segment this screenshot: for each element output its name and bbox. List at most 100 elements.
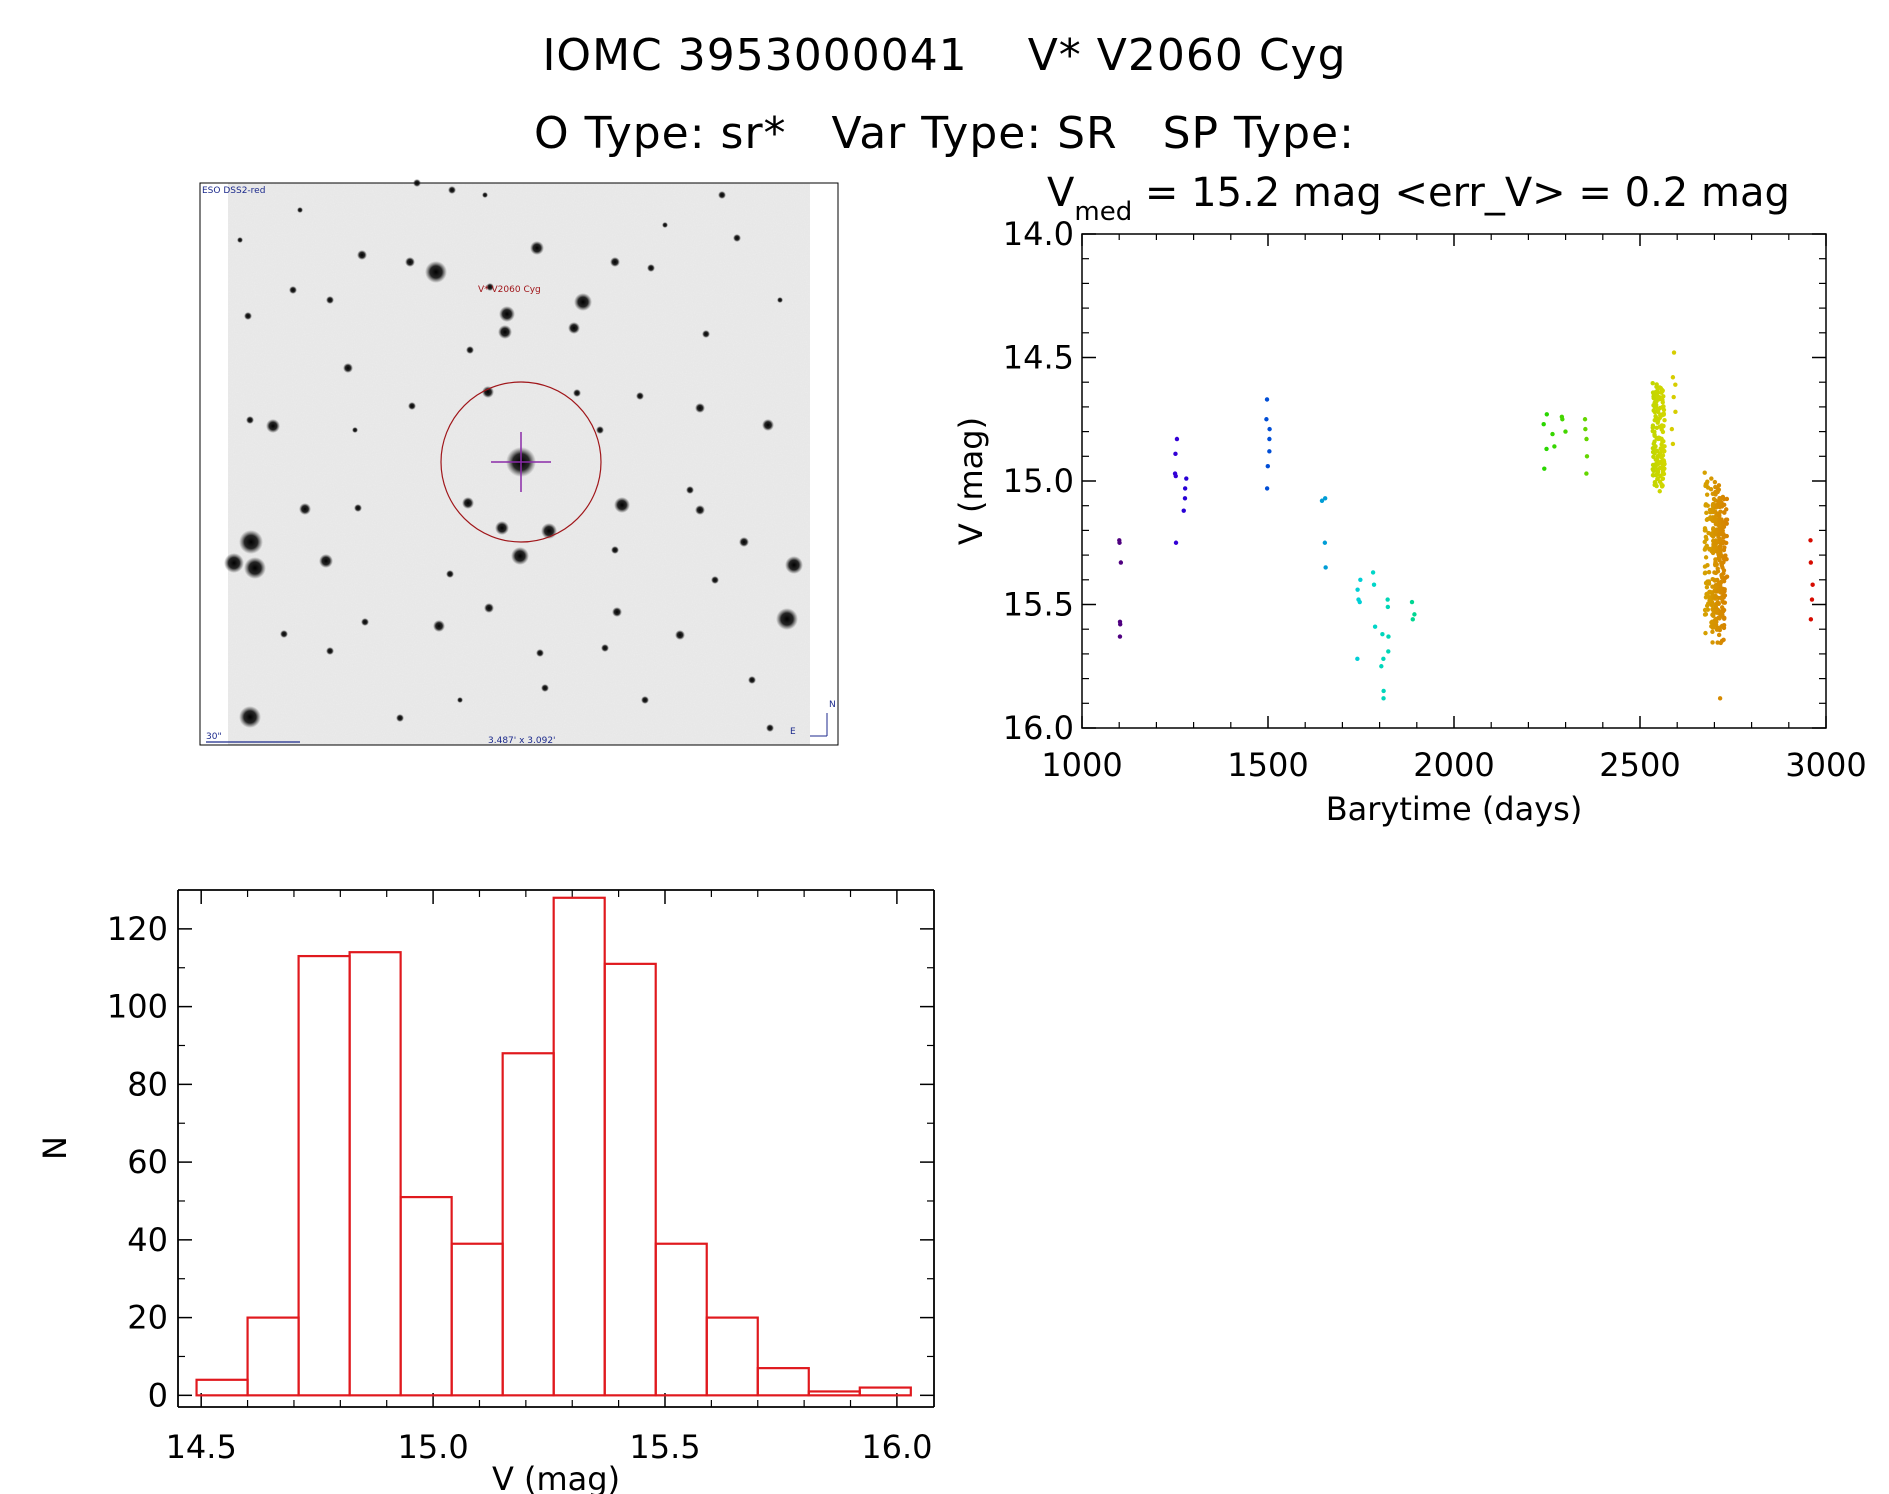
- lc-point-541: [1719, 561, 1725, 566]
- star-48: [601, 644, 609, 652]
- star-61: [596, 426, 604, 434]
- star-18: [462, 497, 474, 509]
- hist-ytick-label-5: 100: [107, 988, 168, 1026]
- star-55: [733, 234, 741, 242]
- var-type: Var Type: SR: [831, 108, 1118, 159]
- lc-point-543: [1722, 600, 1728, 605]
- star-57: [541, 684, 549, 692]
- lc-point-380: [1710, 501, 1716, 507]
- hist-bar-4: [399, 1195, 453, 1397]
- star-69: [457, 697, 463, 703]
- lc-point-54: [1563, 429, 1568, 434]
- lc-point-139: [1651, 395, 1656, 401]
- star-44: [446, 570, 454, 578]
- lc-point-27: [1355, 587, 1360, 592]
- star-71: [711, 576, 719, 584]
- lc-point-32: [1371, 582, 1377, 587]
- lc-point-183: [1661, 411, 1666, 416]
- lc-point-57: [1584, 436, 1589, 442]
- lc-point-558: [1808, 538, 1813, 543]
- light-curve-chart: Vmed = 15.2 mag <err_V> = 0.2 mag 1000 15…: [952, 170, 1867, 828]
- lc-point-4: [1118, 622, 1123, 627]
- lc-point-301: [1707, 597, 1712, 603]
- hist-ticks: 14.5 15.0 15.5 16.0 0 20 40 60 80 100 120: [107, 890, 934, 1466]
- lc-xtick-label-1: 1500: [1227, 746, 1308, 784]
- star-38: [448, 186, 456, 194]
- star-33: [612, 607, 622, 617]
- lc-point-34: [1380, 631, 1385, 637]
- lc-point-95: [1650, 380, 1655, 386]
- lc-point-214: [1660, 467, 1666, 472]
- star-63: [662, 222, 668, 228]
- star-21: [299, 503, 311, 515]
- lc-point-58: [1584, 454, 1590, 459]
- lc-point-44: [1412, 612, 1417, 617]
- hist-bar-8: [603, 962, 657, 1397]
- star-6: [482, 386, 494, 398]
- lc-point-499: [1721, 622, 1727, 628]
- lc-point-43: [1409, 599, 1415, 605]
- hist-xtick-label-2: 15.5: [629, 1428, 700, 1466]
- lc-point-310: [1704, 603, 1710, 609]
- lc-subtitle-prefix: V: [1047, 170, 1075, 216]
- lc-point-14: [1181, 508, 1186, 513]
- star-41: [573, 389, 581, 397]
- lc-point-329: [1703, 595, 1709, 600]
- star-32: [739, 537, 749, 547]
- star-40: [636, 392, 644, 400]
- lc-ytick-label-1: 14.5: [1003, 339, 1074, 377]
- lc-point-200: [1660, 476, 1665, 481]
- star-56: [686, 486, 694, 494]
- lc-point-515: [1713, 521, 1719, 526]
- lc-point-292: [1707, 589, 1712, 594]
- lc-point-40: [1385, 604, 1391, 610]
- star-54: [647, 264, 655, 272]
- star-46: [361, 618, 369, 626]
- lc-point-198: [1652, 409, 1658, 415]
- lc-point-19: [1267, 449, 1272, 454]
- lc-point-38: [1381, 696, 1386, 701]
- star-67: [611, 546, 619, 554]
- lc-point-431: [1721, 637, 1726, 643]
- lc-point-11: [1184, 476, 1189, 481]
- lc-point-309: [1703, 534, 1709, 540]
- lc-point-179: [1657, 394, 1662, 400]
- lc-point-498: [1722, 502, 1727, 508]
- lc-point-224: [1673, 409, 1678, 415]
- lc-point-302: [1710, 629, 1715, 635]
- star-25: [357, 250, 367, 260]
- lc-point-526: [1722, 557, 1728, 562]
- star-58: [396, 714, 404, 722]
- lc-point-42: [1386, 649, 1391, 654]
- lc-point-506: [1717, 536, 1722, 542]
- lc-point-180: [1651, 468, 1656, 474]
- lc-point-552: [1716, 498, 1721, 504]
- lc-point-311: [1702, 570, 1708, 576]
- survey-label: ESO DSS2-red: [202, 186, 265, 196]
- lc-point-259: [1702, 607, 1708, 613]
- star-8: [239, 530, 263, 554]
- lc-point-20: [1265, 463, 1271, 469]
- lc-point-165: [1654, 384, 1659, 389]
- lc-point-518: [1721, 592, 1726, 598]
- hist-xtick-label-3: 16.0: [861, 1428, 932, 1466]
- lc-point-5: [1117, 634, 1123, 639]
- star-43: [354, 504, 362, 512]
- lc-subtitle: Vmed = 15.2 mag <err_V> = 0.2 mag: [1047, 170, 1790, 227]
- lc-point-555: [1715, 625, 1720, 631]
- star-2: [574, 293, 592, 311]
- star-5: [498, 325, 512, 339]
- lc-point-503: [1713, 539, 1718, 545]
- lc-point-551: [1721, 535, 1726, 540]
- lc-point-220: [1671, 350, 1677, 355]
- hist-bar-5: [450, 1242, 504, 1397]
- star-45: [326, 647, 334, 655]
- lc-point-540: [1724, 496, 1730, 502]
- hist-xtick-label-0: 14.5: [166, 1428, 237, 1466]
- lc-point-21: [1264, 486, 1270, 491]
- star-59: [766, 724, 774, 732]
- lc-point-539: [1724, 574, 1730, 579]
- lc-point-496: [1712, 561, 1718, 567]
- object-id: IOMC 3953000041: [542, 30, 968, 81]
- hist-ytick-label-4: 80: [127, 1065, 168, 1103]
